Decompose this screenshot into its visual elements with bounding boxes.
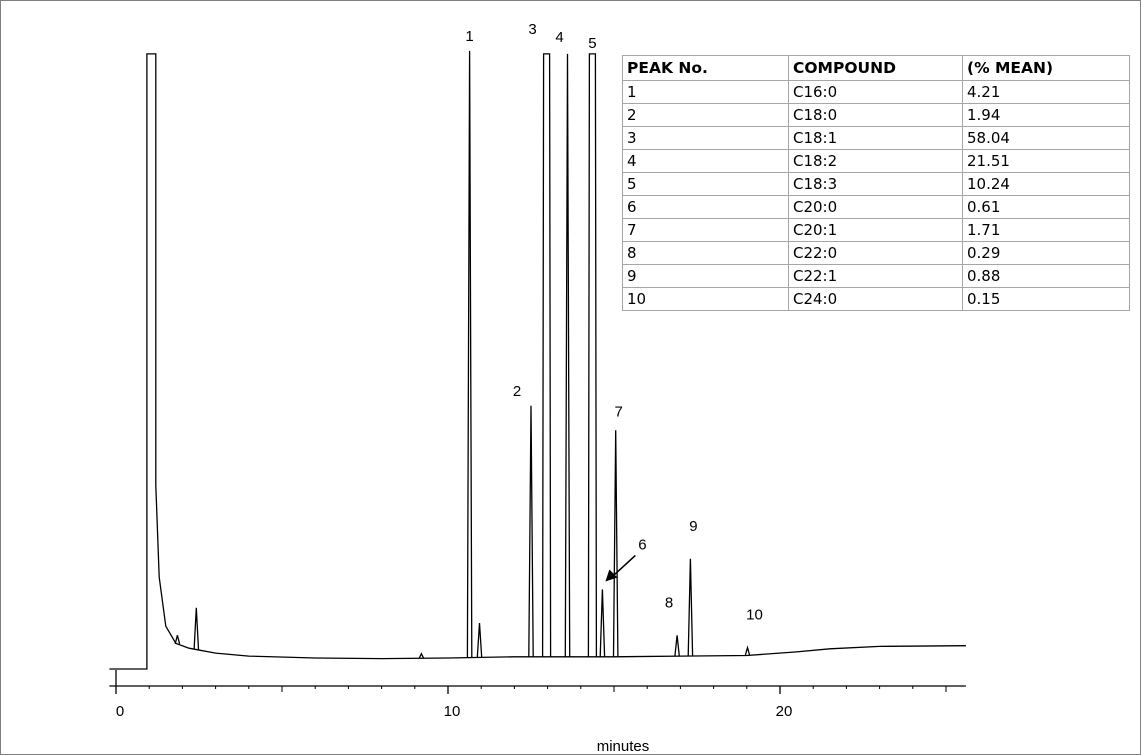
table-body: 1 C16:0 4.21 2 C18:0 1.94 3 C18:1 58.04 4 C18:2 21.… [622,80,1130,311]
peak-8 [674,635,680,657]
peak-7 [612,430,619,657]
table-header-row: PEAK No. COMPOUND (% MEAN) [622,55,1130,81]
peak-minor [476,623,483,658]
cell-percent-mean: 10.24 [962,172,1130,196]
header-peak-no: PEAK No. [622,55,789,81]
cell-percent-mean: 0.15 [962,287,1130,311]
peak-minor [418,652,425,659]
cell-percent-mean: 0.61 [962,195,1130,219]
x-axis: 0 10 20 [109,670,966,720]
table-row: 6 C20:0 0.61 [622,195,1130,219]
peak-label-9: 9 [689,518,697,535]
cell-percent-mean: 21.51 [962,149,1130,173]
cell-compound: C20:0 [788,195,963,219]
cell-percent-mean: 1.94 [962,103,1130,127]
x-tick-label: 0 [116,703,124,720]
cell-peak-no: 5 [622,172,789,196]
cell-compound: C18:3 [788,172,963,196]
peak-label-8: 8 [665,594,673,611]
peak-2 [528,405,534,657]
peak-6-arrow-head [605,569,618,582]
peak-table: PEAK No. COMPOUND (% MEAN) 1 C16:0 4.21 2 C1… [622,55,1130,311]
cell-peak-no: 10 [622,287,789,311]
table-row: 4 C18:2 21.51 [622,149,1130,173]
table-row: 3 C18:1 58.04 [622,126,1130,150]
table-row: 8 C22:0 0.29 [622,241,1130,265]
peak-5 [587,53,598,657]
cell-compound: C18:2 [788,149,963,173]
peak-3 [541,53,552,657]
cell-peak-no: 6 [622,195,789,219]
peak-10 [744,645,751,656]
peak-label-3: 3 [528,21,536,38]
peak-label-7: 7 [615,403,623,420]
baseline-trace [109,53,966,670]
table-row: 7 C20:1 1.71 [622,218,1130,242]
peak-label-4: 4 [555,29,563,46]
cell-peak-no: 3 [622,126,789,150]
cell-peak-no: 4 [622,149,789,173]
cell-compound: C18:0 [788,103,963,127]
trace-layer [109,50,966,670]
peak-4 [564,53,571,657]
cell-compound: C24:0 [788,287,963,311]
x-tick-label: 10 [444,703,461,720]
cell-compound: C20:1 [788,218,963,242]
cell-percent-mean: 4.21 [962,80,1130,104]
table-row: 5 C18:3 10.24 [622,172,1130,196]
cell-compound: C22:1 [788,264,963,288]
peak-label-1: 1 [465,28,473,45]
cell-percent-mean: 1.71 [962,218,1130,242]
peak-label-6: 6 [638,536,646,553]
peak-label-2: 2 [513,383,521,400]
table-row: 1 C16:0 4.21 [622,80,1130,104]
peak-labels: 1 2 3 4 5 6 7 8 9 10 [465,21,762,624]
cell-percent-mean: 58.04 [962,126,1130,150]
cell-compound: C18:1 [788,126,963,150]
table-row: 9 C22:1 0.88 [622,264,1130,288]
peak-6-arrow-shaft [610,554,636,579]
cell-peak-no: 8 [622,241,789,265]
cell-compound: C16:0 [788,80,963,104]
cell-peak-no: 7 [622,218,789,242]
peak-label-10: 10 [746,607,763,624]
header-percent-mean: (% MEAN) [962,55,1130,81]
cell-peak-no: 1 [622,80,789,104]
peak-minor [193,607,200,650]
table-row: 2 C18:0 1.94 [622,103,1130,127]
peak-9 [687,558,694,657]
header-compound: COMPOUND [788,55,963,81]
cell-peak-no: 9 [622,264,789,288]
peak-minor [174,635,181,645]
peak-label-5: 5 [588,35,596,52]
cell-compound: C22:0 [788,241,963,265]
cell-percent-mean: 0.29 [962,241,1130,265]
cell-percent-mean: 0.88 [962,264,1130,288]
cell-peak-no: 2 [622,103,789,127]
peak-1 [466,50,473,658]
table-row: 10 C24:0 0.15 [622,287,1130,311]
x-tick-label: 20 [776,703,793,720]
x-axis-label: minutes [597,738,650,755]
peak-6 [599,589,606,657]
